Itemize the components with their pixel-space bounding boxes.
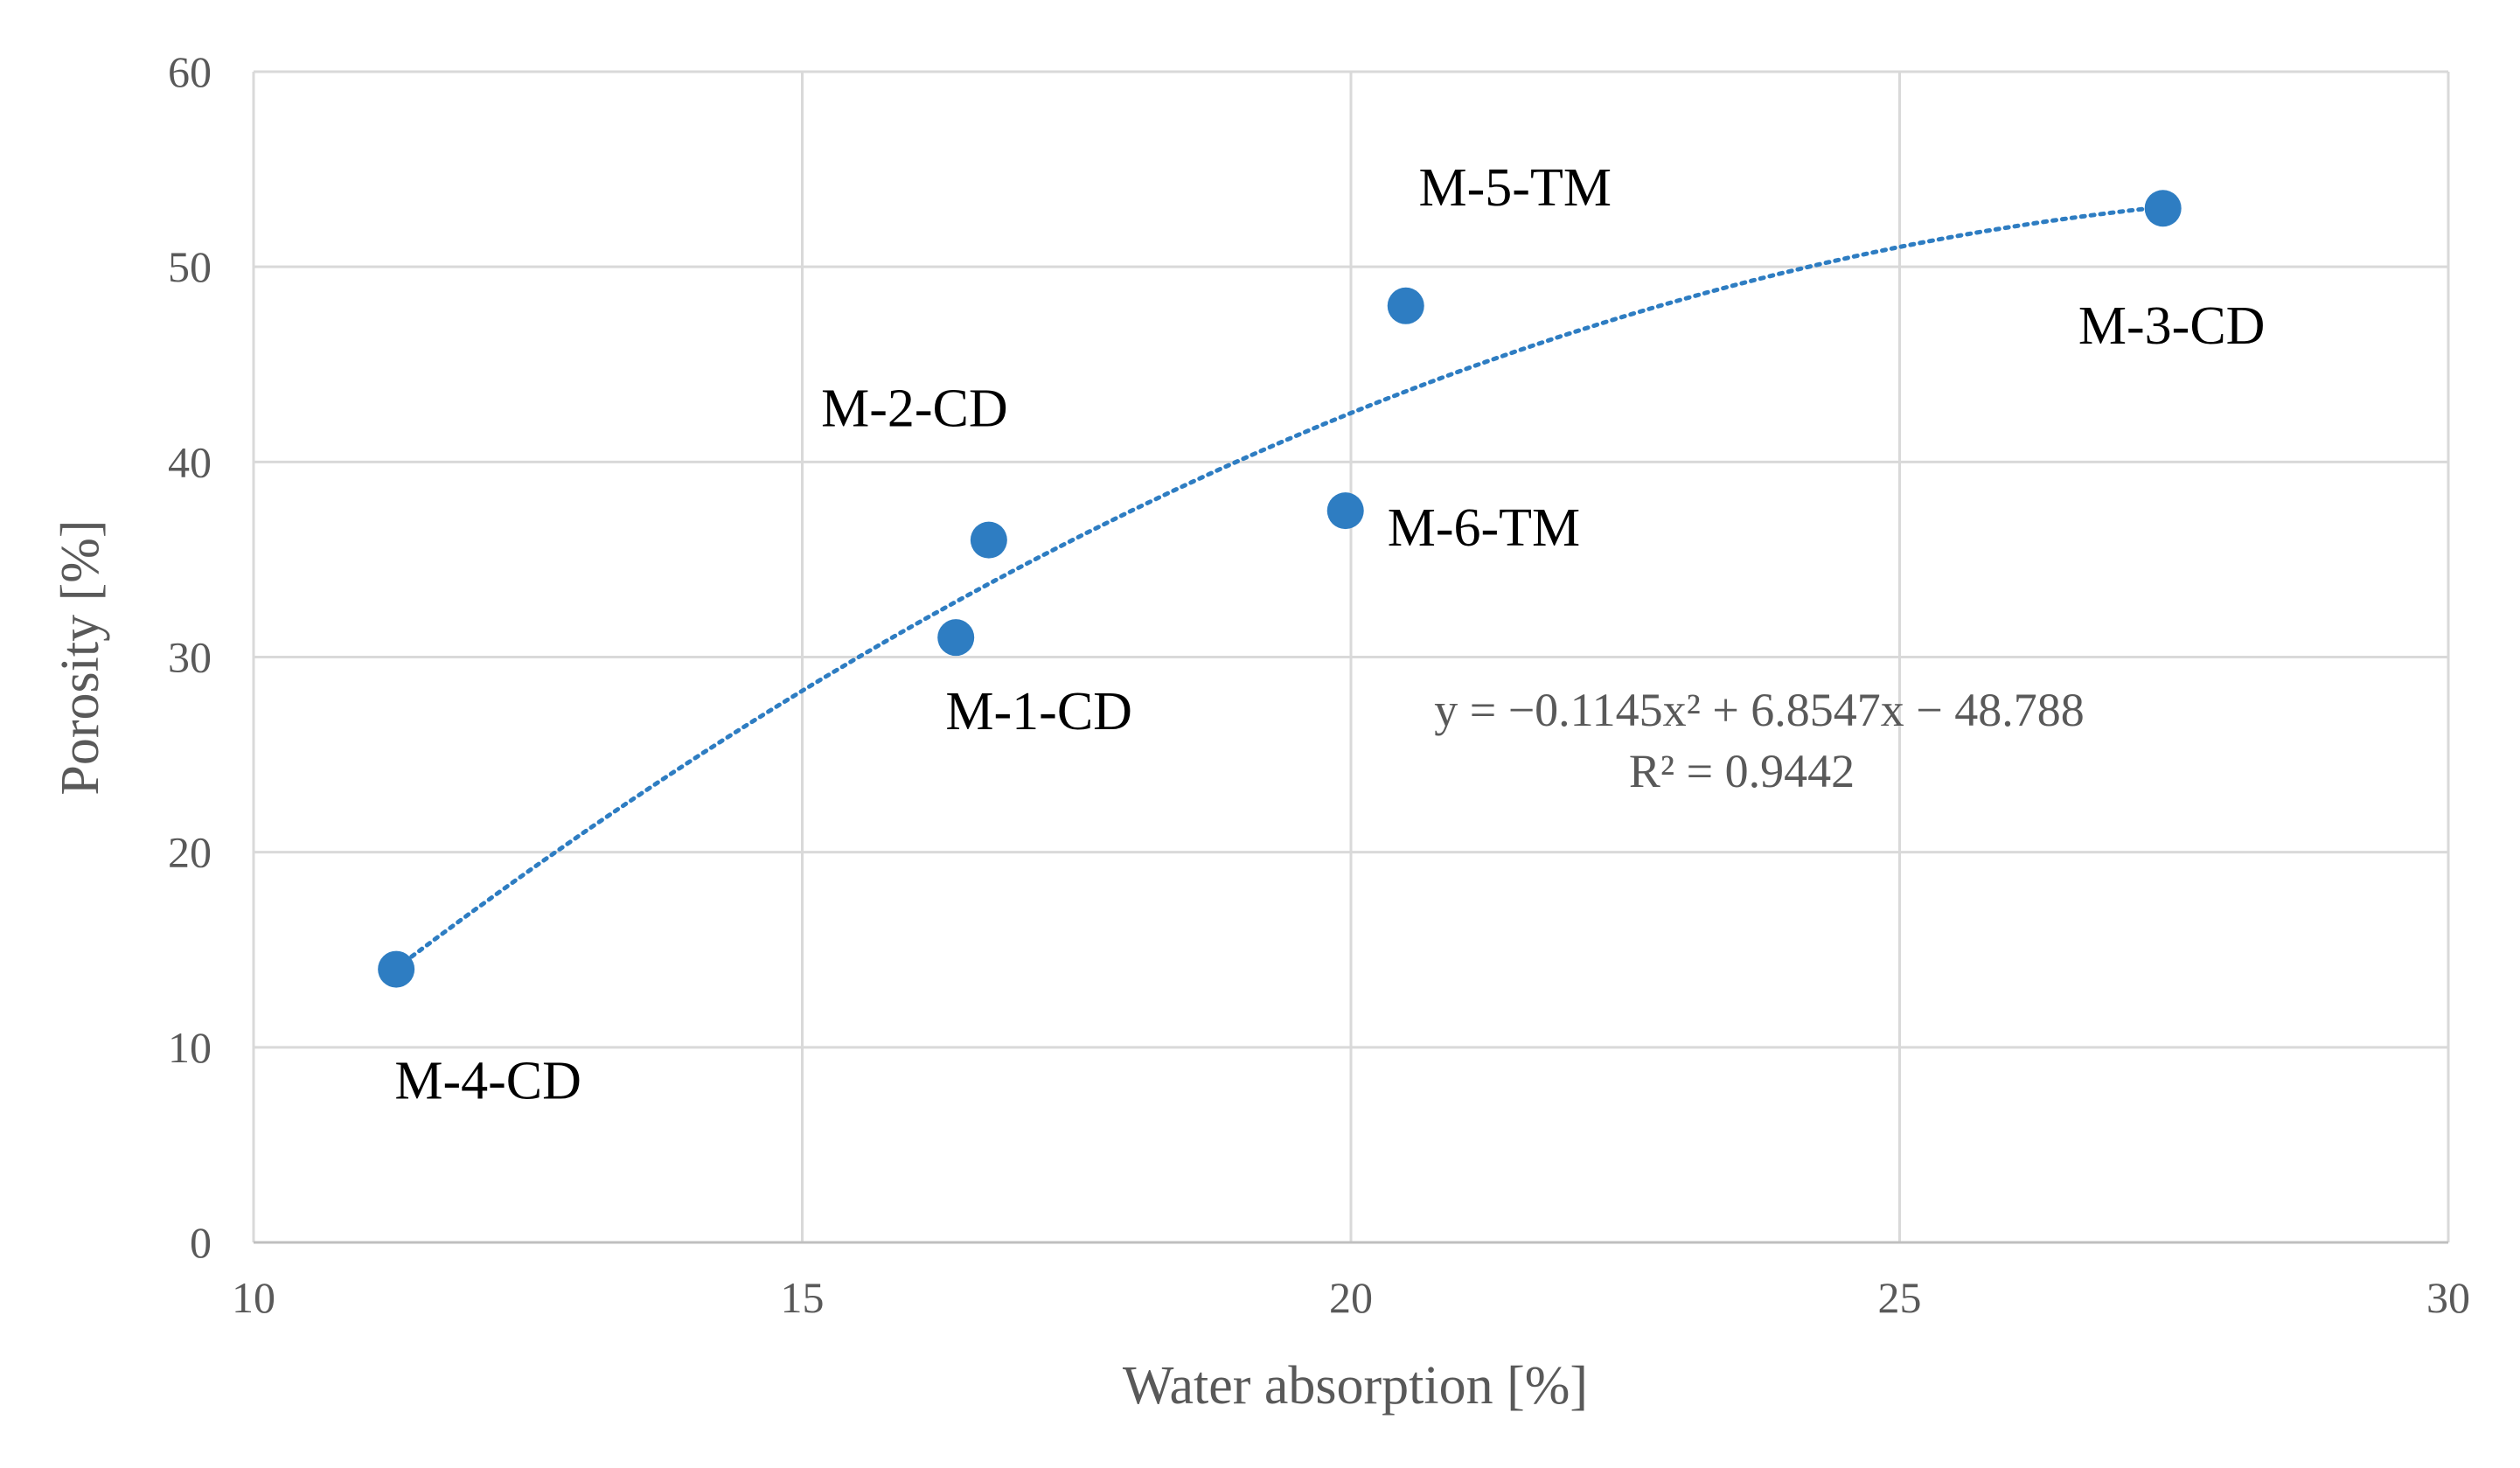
y-tick-label: 10 bbox=[168, 1023, 212, 1072]
trendline-r-squared: R² = 0.9442 bbox=[1629, 745, 1855, 797]
trendline bbox=[393, 205, 2166, 971]
data-point bbox=[937, 619, 975, 657]
data-point-label: M-6-TM bbox=[1388, 498, 1580, 558]
point-layer bbox=[378, 190, 2182, 988]
data-point-label: M-3-CD bbox=[2078, 296, 2266, 356]
tick-label-layer: 0 10 20 30 40 50 60 10 15 20 25 30 bbox=[168, 47, 2470, 1322]
data-point-label: M-4-CD bbox=[394, 1052, 581, 1111]
y-tick-label: 0 bbox=[190, 1218, 212, 1267]
y-tick-label: 60 bbox=[168, 47, 212, 96]
data-point bbox=[970, 521, 1007, 559]
data-point bbox=[378, 950, 415, 988]
data-point bbox=[1326, 492, 1364, 530]
point-label-layer: M-1-CD M-2-CD M-3-CD M-4-CD M-5-TM M-6-TM bbox=[394, 158, 2265, 1111]
trendline-equation: y = −0.1145x² + 6.8547x − 48.788 bbox=[1434, 684, 2085, 736]
data-point-label: M-5-TM bbox=[1419, 158, 1612, 218]
data-point bbox=[2144, 190, 2182, 227]
y-tick-label: 20 bbox=[168, 828, 212, 877]
y-tick-label: 30 bbox=[168, 633, 212, 682]
data-point-label: M-2-CD bbox=[821, 379, 1008, 439]
x-tick-label: 30 bbox=[2426, 1273, 2470, 1322]
x-tick-label: 25 bbox=[1878, 1273, 1922, 1322]
grid-layer bbox=[252, 70, 2450, 1242]
x-tick-label: 10 bbox=[232, 1273, 275, 1322]
x-axis-title: Water absorption [%] bbox=[1123, 1356, 1588, 1416]
y-axis-title: Porosity [%] bbox=[51, 519, 110, 795]
data-point bbox=[1387, 287, 1424, 324]
x-tick-label: 20 bbox=[1329, 1273, 1373, 1322]
y-tick-label: 50 bbox=[168, 242, 212, 291]
data-point-label: M-1-CD bbox=[945, 682, 1132, 741]
x-tick-label: 15 bbox=[781, 1273, 825, 1322]
y-tick-label: 40 bbox=[168, 437, 212, 486]
